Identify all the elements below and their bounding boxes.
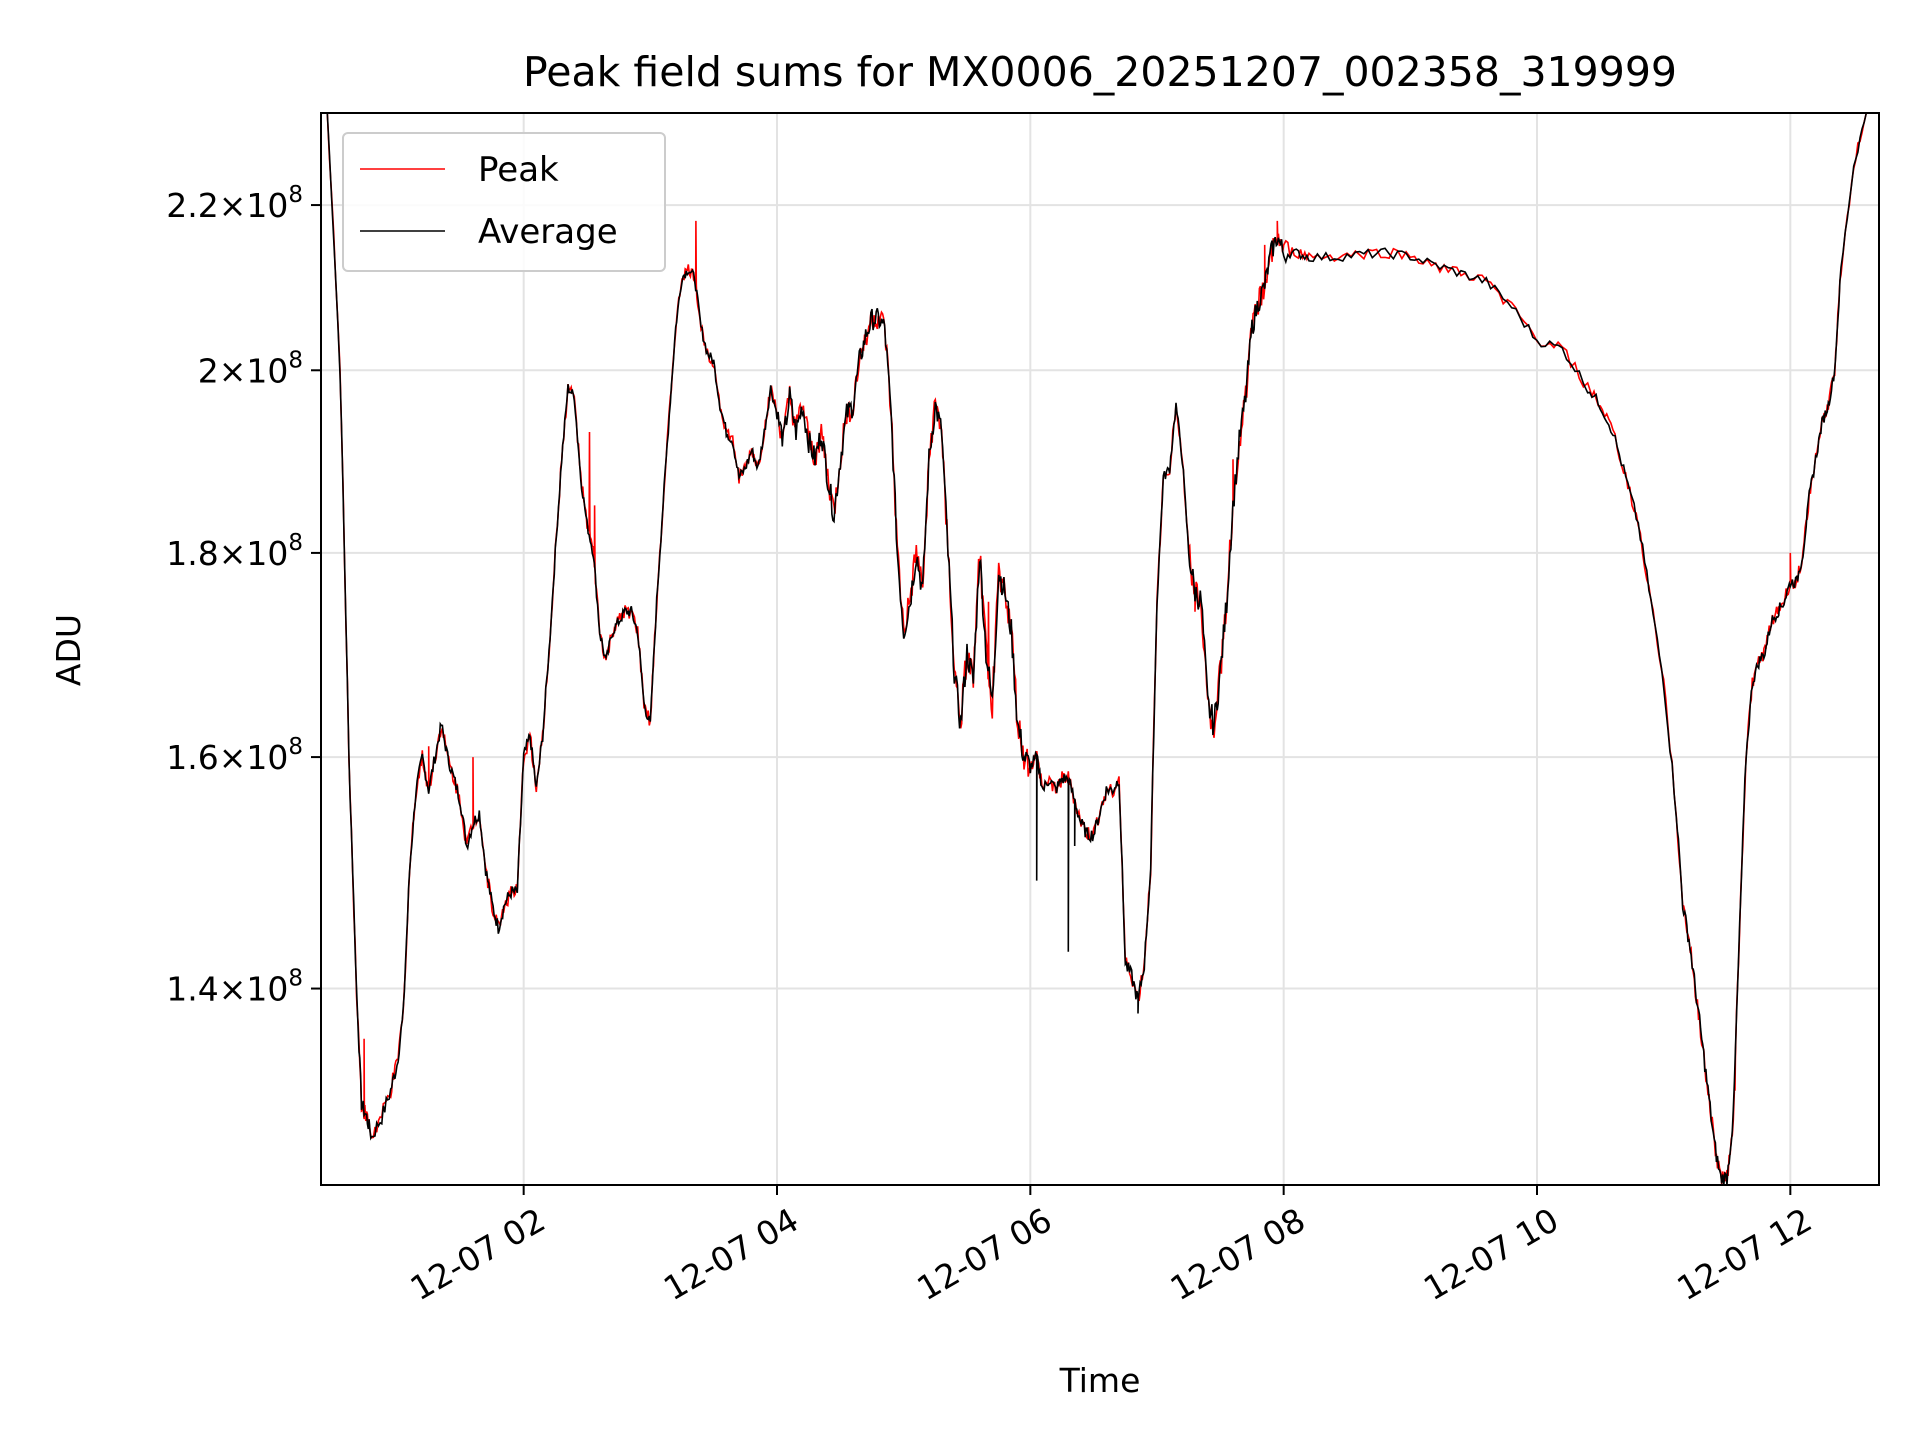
y-tick-mantissa: 1.8	[166, 534, 218, 573]
legend-label-average: Average	[478, 212, 618, 252]
y-tick-exponent: 8	[288, 347, 303, 373]
y-tick-mantissa: 2.2	[166, 186, 218, 225]
y-tick-times-ten: ×10	[219, 351, 289, 390]
y-tick-mantissa: 1.6	[166, 738, 218, 777]
legend: Peak Average	[342, 132, 666, 272]
y-tick-times-ten: ×10	[219, 970, 289, 1009]
y-tick-times-ten: ×10	[219, 534, 289, 573]
y-tick-times-ten: ×10	[219, 738, 289, 777]
grid-lines	[321, 113, 1879, 1185]
legend-box	[342, 132, 666, 272]
y-tick-mantissa: 1.4	[166, 970, 218, 1009]
y-tick-times-ten: ×10	[219, 186, 289, 225]
series-line-average	[326, 112, 1868, 1186]
y-axis-label: ADU	[49, 614, 88, 686]
y-tick-exponent: 8	[288, 530, 303, 556]
plot-frame	[320, 112, 1880, 1186]
y-tick-label: 2.2×108	[166, 182, 303, 225]
chart-title: Peak field sums for MX0006_20251207_0023…	[523, 48, 1677, 96]
y-tick-label: 1.6×108	[166, 734, 303, 777]
x-axis-label: Time	[1059, 1361, 1141, 1400]
y-tick-exponent: 8	[288, 734, 303, 760]
y-tick-mantissa: 2	[198, 351, 219, 390]
legend-label-peak: Peak	[478, 150, 559, 190]
series-layer	[326, 112, 1868, 1186]
y-tick-exponent: 8	[288, 966, 303, 992]
y-tick-label: 1.4×108	[166, 966, 303, 1009]
y-tick-label: 1.8×108	[166, 530, 303, 573]
y-tick-label: 2×108	[198, 347, 303, 390]
y-tick-exponent: 8	[288, 182, 303, 208]
